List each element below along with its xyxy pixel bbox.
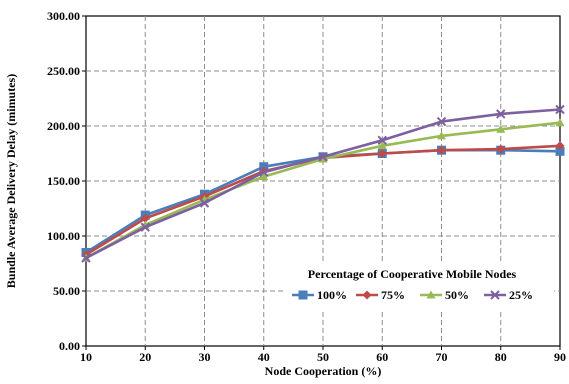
x-tick-label: 70 [436,350,448,364]
legend-entry: 75% [356,288,405,302]
legend-entry: 50% [420,288,469,302]
legend-title: Percentage of Cooperative Mobile Nodes [308,267,517,281]
legend-box [284,262,554,310]
data-point [259,172,269,181]
legend-swatch-marker [362,290,372,300]
y-tick-label: 250.00 [47,64,80,78]
legend-swatch-marker [426,290,436,299]
x-tick-label: 30 [199,350,211,364]
data-point [436,116,447,127]
data-point [377,135,387,146]
legend-label: 75% [381,288,405,302]
y-tick-label: 100.00 [47,229,80,243]
x-tick-label: 50 [317,350,329,364]
data-point [81,253,91,263]
legend-entry: 100% [292,288,347,302]
data-point [496,124,506,133]
y-tick-label: 150.00 [47,174,80,188]
legend: Percentage of Cooperative Mobile Nodes 1… [284,262,554,310]
data-point [555,104,565,115]
data-point [437,145,446,155]
data-point [496,144,506,154]
data-point [496,109,506,119]
x-tick-label: 40 [258,350,270,364]
x-tick-label: 10 [80,350,92,364]
series-25-percent [81,104,565,263]
axes: 0.00 50.00 100.00 150.00 200.00 250.00 300.00 1… [47,9,566,364]
data-point [318,154,328,163]
data-point [437,131,446,140]
x-axis-title: Node Cooperation (%) [265,364,382,378]
x-tick-label: 20 [139,350,151,364]
y-tick-label: 300.00 [47,9,80,23]
legend-swatch-marker [490,290,500,300]
data-point [140,213,150,223]
data-point [377,141,387,150]
y-tick-label: 50.00 [53,284,80,298]
data-point [377,149,387,158]
x-tick-label: 80 [495,350,507,364]
x-tick-label: 90 [554,350,566,364]
data-point [199,198,210,208]
data-point [140,222,150,232]
data-point [555,141,565,151]
y-axis-title: Bundle Average Delivery Delay (mimutes) [4,74,18,288]
legend-label: 100% [317,288,347,302]
legend-entry: 25% [484,288,533,302]
data-point [318,152,328,162]
legend-label: 25% [509,288,533,302]
legend-label: 50% [445,288,469,302]
x-tick-label: 60 [376,350,388,364]
y-tick-label: 0.00 [59,339,80,353]
data-point [555,118,565,127]
legend-swatch-marker [298,290,308,300]
data-point [259,167,269,177]
series [81,104,565,263]
y-tick-label: 200.00 [47,119,80,133]
